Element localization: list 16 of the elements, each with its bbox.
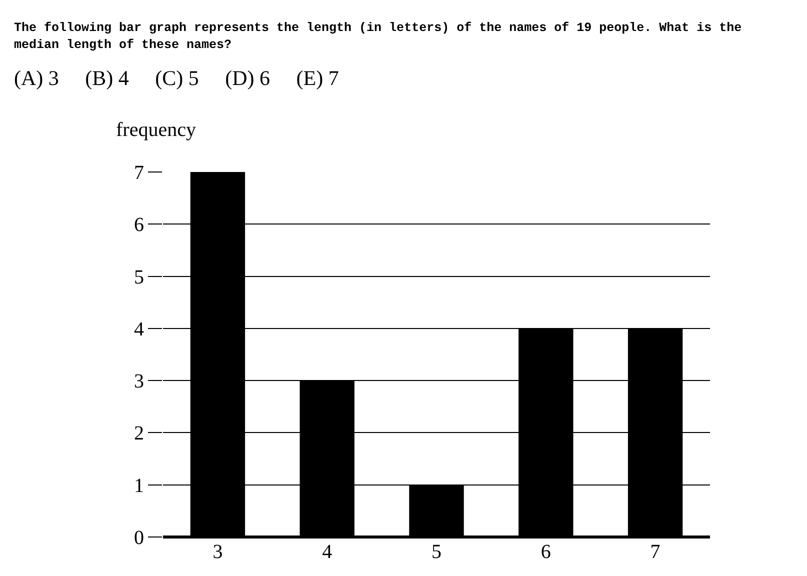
y-tick-label: 0 [134,527,144,549]
y-axis-title: frequency [116,119,196,141]
y-tick-label: 5 [134,266,144,288]
y-tick-label: 2 [134,422,144,445]
x-tick-label: 7 [650,541,660,563]
x-tick-label: 5 [432,541,442,563]
x-tick-label: 6 [540,541,551,563]
y-tick-label: 3 [134,370,144,393]
y-tick-label: 1 [134,474,144,497]
chart-subtitle: (A) 3 (B) 4 (C) 5 (D) 6 (E) 7 [14,66,339,91]
x-tick-label: 3 [212,541,223,563]
x-tick-label: 4 [322,541,332,563]
y-tick-label: 6 [134,214,144,236]
y-tick-label: 4 [134,318,144,340]
chart-title: The following bar graph represents the length (in letters) of the names of 19 people. What is the median length of these names? [14,20,743,54]
y-tick-label: 7 [134,162,144,184]
